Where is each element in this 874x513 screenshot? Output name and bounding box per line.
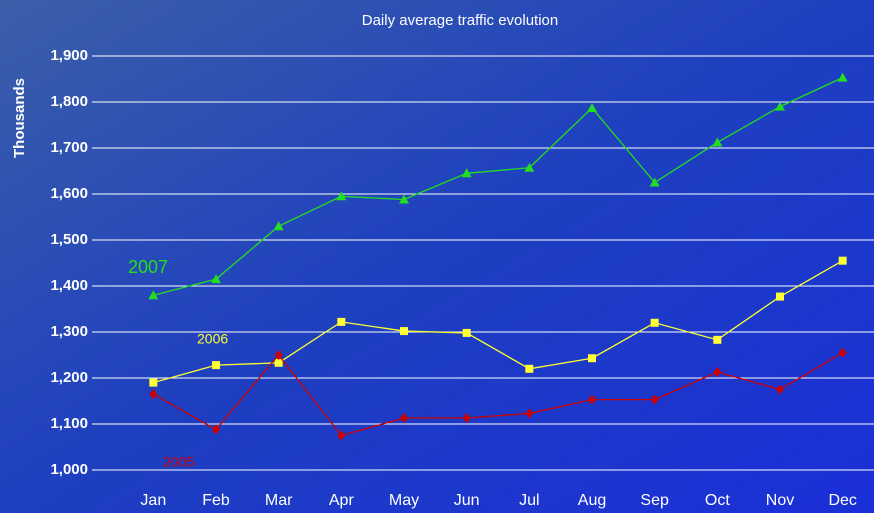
series-label: 2005 xyxy=(163,454,194,470)
series-label: 2007 xyxy=(128,257,168,277)
y-tick-label: 1,800 xyxy=(50,93,88,110)
y-tick-label: 1,600 xyxy=(50,185,88,202)
x-tick-label: Jun xyxy=(454,492,480,509)
page: Daily average traffic evolution Thousand… xyxy=(0,0,874,513)
marker xyxy=(776,293,784,301)
x-tick-label: Nov xyxy=(766,492,794,509)
y-tick-label: 1,300 xyxy=(50,323,88,340)
chart-title: Daily average traffic evolution xyxy=(362,12,559,29)
series-label: 2006 xyxy=(197,331,228,347)
x-tick-label: Dec xyxy=(828,492,856,509)
y-tick-label: 1,000 xyxy=(50,461,88,478)
x-tick-label: Jan xyxy=(140,492,166,509)
x-tick-label: Apr xyxy=(329,492,355,509)
marker xyxy=(839,257,847,265)
marker xyxy=(149,379,157,387)
x-tick-label: Oct xyxy=(705,492,730,509)
marker xyxy=(713,336,721,344)
y-tick-label: 1,100 xyxy=(50,415,88,432)
x-tick-label: Mar xyxy=(265,492,293,509)
x-tick-label: Feb xyxy=(202,492,230,509)
y-axis-title: Thousands xyxy=(11,78,28,158)
y-tick-label: 1,200 xyxy=(50,369,88,386)
y-tick-label: 1,500 xyxy=(50,231,88,248)
marker xyxy=(525,365,533,373)
x-tick-label: Aug xyxy=(578,492,606,509)
marker xyxy=(275,359,283,367)
x-tick-label: Sep xyxy=(640,492,669,509)
y-tick-label: 1,900 xyxy=(50,47,88,64)
chart: Daily average traffic evolution Thousand… xyxy=(0,0,874,513)
marker xyxy=(651,319,659,327)
marker xyxy=(400,327,408,335)
marker xyxy=(588,354,596,362)
y-tick-label: 1,700 xyxy=(50,139,88,156)
marker xyxy=(463,329,471,337)
y-tick-label: 1,400 xyxy=(50,277,88,294)
marker xyxy=(212,361,220,369)
marker xyxy=(337,318,345,326)
x-tick-label: May xyxy=(389,492,419,509)
x-tick-label: Jul xyxy=(519,492,539,509)
